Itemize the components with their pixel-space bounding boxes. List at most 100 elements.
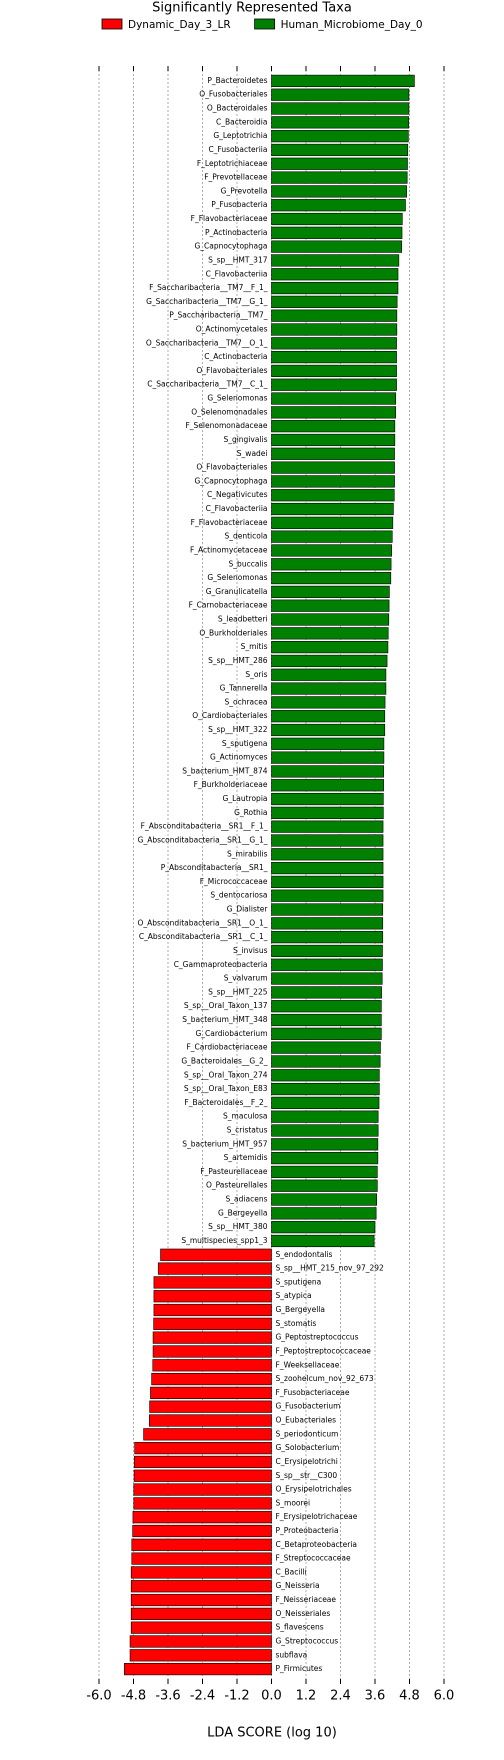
- category-label: S_invisus: [233, 946, 268, 955]
- category-label: O_Selenomonadales: [191, 407, 267, 416]
- category-label: S_sputigena: [222, 739, 268, 748]
- bar: [271, 433, 396, 447]
- category-label: F_Saccharibacteria__TM7__F_1_: [149, 283, 268, 292]
- bar: [271, 875, 384, 889]
- category-label: C_Bacteroidia: [216, 117, 267, 126]
- bar: [132, 1511, 272, 1524]
- bar: [271, 1027, 382, 1040]
- category-label: F_Carnobacteriaceae: [189, 601, 268, 610]
- category-label: G_Bergeyella: [276, 1305, 325, 1314]
- category-label: F_Leptotrichiaceae: [197, 159, 268, 168]
- chart-title: Significantly Represented Taxa: [152, 1, 352, 16]
- category-label: O_Absconditabacteria__SR1__O_1_: [137, 918, 267, 927]
- bar: [271, 599, 390, 612]
- category-label: F_Bacteroidales__F_2_: [184, 1098, 267, 1107]
- bar: [271, 1013, 382, 1027]
- category-label: F_Weeksellaceae: [276, 1360, 340, 1369]
- bar: [271, 558, 392, 571]
- category-label: G_Streptococcus: [276, 1636, 339, 1645]
- category-label: C_Flavobacteriia: [206, 269, 268, 278]
- category-label: S_sp__Oral_Taxon_E83: [184, 1084, 268, 1093]
- legend-swatch: [254, 18, 276, 30]
- bar: [271, 1041, 381, 1054]
- bar: [271, 130, 409, 143]
- bar: [271, 420, 396, 433]
- bar: [271, 1110, 379, 1123]
- category-label: S_sp__HMT_225: [208, 987, 268, 996]
- category-label: S_flavescens: [276, 1623, 324, 1632]
- bar: [271, 1193, 378, 1206]
- category-label: O_Pasteurellales: [206, 1181, 268, 1190]
- category-label: F_Absconditabacteria__SR1__F_1_: [141, 822, 268, 831]
- category-label: S_leadbetteri: [218, 615, 268, 624]
- category-label: G_Bacteroidales__G_2_: [181, 1056, 267, 1065]
- bar: [271, 337, 397, 350]
- legend-swatch: [101, 18, 123, 30]
- category-label: G_Cardiobacterium: [195, 1029, 267, 1038]
- bar: [152, 1345, 272, 1358]
- bar: [271, 74, 415, 88]
- bar: [153, 1276, 272, 1289]
- category-label: G_Fusobacterium: [276, 1402, 341, 1411]
- bar: [130, 1607, 272, 1620]
- bar: [133, 1497, 272, 1510]
- category-label: G_Neisseria: [276, 1581, 320, 1590]
- bar: [153, 1290, 272, 1303]
- category-label: O_Saccharibacteria__TM7__O_1_: [146, 338, 268, 347]
- bar: [271, 392, 396, 405]
- bar: [271, 281, 399, 295]
- category-label: C_Saccharibacteria__TM7__C_1_: [147, 380, 267, 389]
- category-label: O_Fusobacteriales: [199, 90, 267, 99]
- bar: [271, 502, 394, 516]
- bar: [271, 613, 390, 626]
- bar: [271, 171, 408, 184]
- category-label: C_Erysipelotrichi: [276, 1457, 338, 1466]
- bar: [271, 516, 394, 529]
- bar: [271, 972, 383, 985]
- bar: [150, 1386, 272, 1399]
- category-label: G_Lautropia: [223, 794, 268, 803]
- category-label: O_Burkholderiales: [199, 628, 267, 637]
- bar: [271, 627, 389, 640]
- bar: [271, 737, 385, 750]
- category-label: S_multispecies_spp1_3: [181, 1236, 267, 1245]
- bar: [271, 1055, 381, 1068]
- category-label: S_sp__HMT_215_nov_97_292: [276, 1264, 385, 1273]
- bar: [271, 710, 386, 723]
- category-label: G_Saccharibacteria__TM7__G_1_: [146, 297, 268, 306]
- bar: [131, 1552, 272, 1565]
- category-label: O_Bacteroidales: [207, 104, 268, 113]
- x-tick-label: 6.0: [434, 1689, 455, 1704]
- category-label: G_Selenomonas: [207, 573, 267, 582]
- category-label: O_Flavobacteriales: [196, 366, 267, 375]
- bar: [271, 986, 382, 999]
- bar: [160, 1248, 272, 1261]
- bar: [271, 364, 397, 378]
- bar: [271, 834, 384, 847]
- bar: [157, 1262, 272, 1275]
- bar: [133, 1483, 272, 1496]
- category-label: O_Eubacteriales: [276, 1416, 337, 1425]
- category-label: S_stomatis: [276, 1319, 317, 1328]
- category-label: S_maculosa: [223, 1112, 267, 1121]
- bar: [271, 944, 383, 958]
- category-label: G_Absconditabacteria__SR1__G_1_: [138, 835, 268, 844]
- category-label: F_Actinomycetaceae: [190, 545, 268, 554]
- category-label: C_Fusobacteriia: [208, 145, 267, 154]
- bar: [271, 668, 387, 681]
- bar: [271, 1138, 379, 1151]
- category-label: S_sputigena: [276, 1277, 322, 1286]
- bar: [271, 1124, 379, 1137]
- bar: [271, 1096, 380, 1109]
- category-label: P_Actinobacteria: [205, 228, 268, 237]
- category-label: S_atypica: [276, 1291, 312, 1300]
- bar: [271, 268, 399, 281]
- bar: [271, 1082, 380, 1096]
- bar: [271, 751, 385, 764]
- bar: [271, 116, 409, 129]
- bar: [149, 1400, 272, 1413]
- x-tick-label: 4.8: [399, 1689, 420, 1704]
- category-label: F_Cardiobacteriaceae: [186, 1043, 267, 1052]
- bar: [271, 779, 384, 792]
- bar: [271, 157, 408, 170]
